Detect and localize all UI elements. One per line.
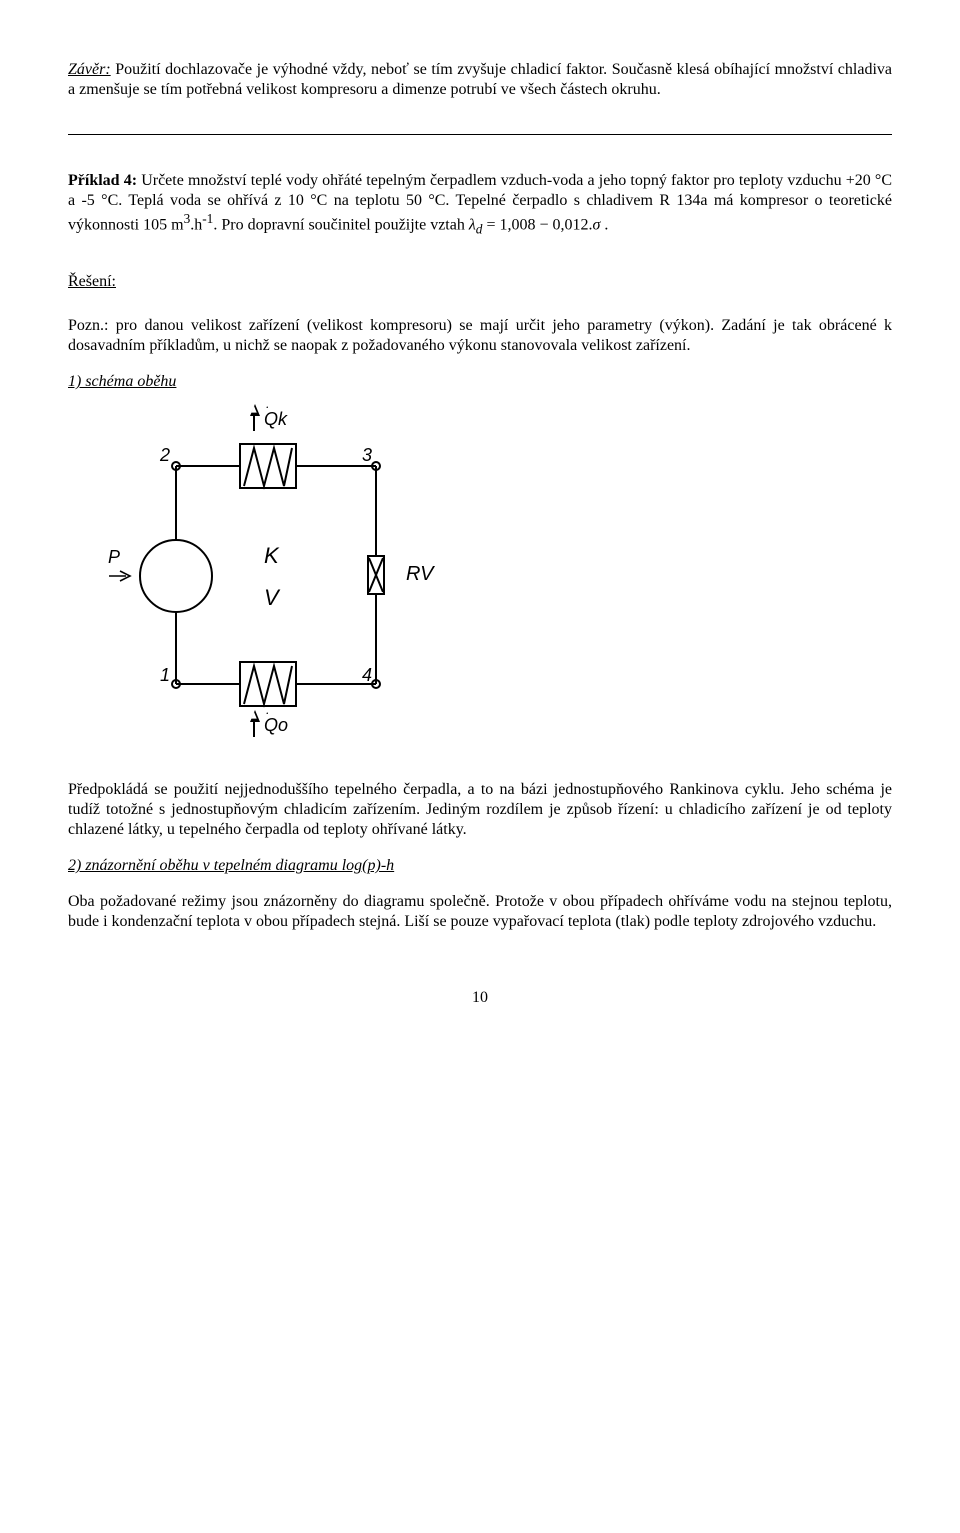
conclusion-label: Závěr: xyxy=(68,61,111,78)
solution-heading: Řešení: xyxy=(68,272,892,292)
cycle-schematic: . Qk 2 3 1 4 P K V RV . Qo xyxy=(116,400,476,770)
after-diagram-paragraph: Předpokládá se použití nejjednoduššího t… xyxy=(68,780,892,840)
example-text-c: . Pro dopravní součinitel použijte vztah xyxy=(213,216,469,233)
note-paragraph: Pozn.: pro danou velikost zařízení (veli… xyxy=(68,316,892,356)
equation-lambda: λ xyxy=(469,216,476,233)
note-text: pro danou velikost zařízení (velikost ko… xyxy=(68,317,892,354)
page-number: 10 xyxy=(68,988,892,1008)
step1-heading-text: 1) schéma oběhu xyxy=(68,373,176,390)
step2-heading-text: 2) znázornění oběhu v tepelném diagramu … xyxy=(68,857,394,874)
example-heading: Příklad 4: xyxy=(68,172,137,189)
conclusion-paragraph: Závěr: Použití dochlazovače je výhodné v… xyxy=(68,60,892,100)
step2-heading: 2) znázornění oběhu v tepelném diagramu … xyxy=(68,856,892,876)
example-paragraph: Příklad 4: Určete množství teplé vody oh… xyxy=(68,171,892,238)
example-sup-2: -1 xyxy=(202,211,213,226)
horizontal-rule xyxy=(68,134,892,135)
example-text-d: . xyxy=(600,216,608,233)
solution-label: Řešení: xyxy=(68,273,116,290)
example-text-b: .h xyxy=(190,216,202,233)
conclusion-text: Použití dochlazovače je výhodné vždy, ne… xyxy=(68,61,892,98)
note-label: Pozn.: xyxy=(68,317,108,334)
step1-heading: 1) schéma oběhu xyxy=(68,372,892,392)
closing-paragraph: Oba požadované režimy jsou znázorněny do… xyxy=(68,892,892,932)
equation-mid: = 1,008 − 0,012. xyxy=(482,216,592,233)
schematic-svg xyxy=(116,400,476,770)
